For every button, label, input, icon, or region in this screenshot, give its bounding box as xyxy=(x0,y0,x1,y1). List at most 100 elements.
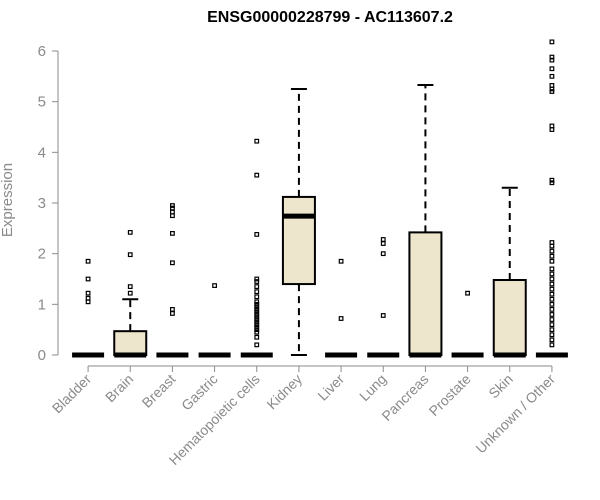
outlier-point xyxy=(549,253,555,259)
outlier-point xyxy=(170,260,175,266)
outlier-point xyxy=(170,209,175,215)
outlier-point xyxy=(170,205,175,211)
y-tick-label: 2 xyxy=(38,246,46,263)
outlier-point xyxy=(254,322,260,327)
outlier-point xyxy=(254,276,260,282)
outlier-point xyxy=(549,39,555,45)
outlier-point xyxy=(338,316,344,321)
outlier-point xyxy=(549,180,555,186)
outlier-point xyxy=(254,317,260,322)
outlier-point xyxy=(549,276,555,282)
outlier-point xyxy=(549,177,555,183)
outlier-point xyxy=(549,258,555,264)
outlier-point xyxy=(549,240,555,245)
outlier-point xyxy=(254,138,260,144)
outlier-point xyxy=(170,307,175,312)
outlier-point xyxy=(549,291,555,297)
outlier-point xyxy=(254,299,260,305)
box-body xyxy=(113,330,148,357)
outlier-point xyxy=(170,203,175,208)
outlier-point xyxy=(254,324,260,330)
x-tick-label: Kidney xyxy=(263,371,305,413)
outlier-point xyxy=(549,281,555,287)
outlier-point xyxy=(549,342,555,348)
x-tick-label: Lung xyxy=(356,371,389,404)
box-body xyxy=(408,231,443,357)
outlier-point xyxy=(254,279,260,284)
outlier-point xyxy=(85,290,91,296)
outlier-point xyxy=(549,73,555,79)
outlier-point xyxy=(254,301,260,307)
outlier-point xyxy=(254,172,260,178)
box-body xyxy=(281,195,316,286)
outlier-point xyxy=(254,342,260,348)
outlier-point xyxy=(549,312,555,317)
outlier-point xyxy=(549,123,555,129)
outlier-point xyxy=(212,283,217,288)
outlier-point xyxy=(254,312,260,317)
y-tick-label: 6 xyxy=(38,43,46,60)
outlier-point xyxy=(85,295,91,301)
x-tick-label: Bladder xyxy=(49,371,95,417)
outlier-point xyxy=(549,307,555,312)
y-tick-label: 4 xyxy=(38,144,46,161)
outlier-point xyxy=(127,284,133,289)
outlier-point xyxy=(549,327,555,333)
outlier-point xyxy=(549,248,555,254)
outlier-point xyxy=(549,271,555,277)
y-axis-label: Expression xyxy=(0,163,16,237)
outlier-point xyxy=(254,284,260,289)
outlier-point xyxy=(127,229,133,235)
outlier-point xyxy=(549,286,555,292)
outlier-point xyxy=(380,251,386,257)
outlier-point xyxy=(254,232,260,237)
outlier-point xyxy=(549,54,555,60)
y-tick-label: 1 xyxy=(38,296,46,313)
outlier-point xyxy=(170,231,175,236)
x-tick-label: Liver xyxy=(314,371,347,404)
outlier-point xyxy=(380,313,386,318)
outlier-point xyxy=(549,66,555,72)
x-tick-label: Breast xyxy=(139,371,179,411)
outlier-point xyxy=(254,289,260,295)
outlier-point xyxy=(254,309,260,315)
box-body xyxy=(492,279,527,356)
outlier-point xyxy=(170,311,175,316)
x-tick-label: Unknown / Other xyxy=(472,371,558,457)
outlier-point xyxy=(254,307,260,312)
outlier-point xyxy=(254,319,260,325)
y-tick-label: 3 xyxy=(38,195,46,212)
outlier-point xyxy=(549,322,555,327)
x-tick-label: Skin xyxy=(485,371,516,402)
outlier-point xyxy=(549,337,555,343)
outlier-point xyxy=(465,290,470,296)
outlier-point xyxy=(549,332,555,338)
outlier-point xyxy=(380,241,386,246)
outlier-point xyxy=(549,317,555,322)
outlier-point xyxy=(549,266,555,272)
outlier-point xyxy=(338,258,344,264)
outlier-point xyxy=(254,329,260,335)
outlier-point xyxy=(380,237,386,242)
outlier-point xyxy=(85,258,91,264)
outlier-point xyxy=(85,276,91,282)
chart-title: ENSG00000228799 - AC113607.2 xyxy=(207,9,453,26)
x-tick-label: Brain xyxy=(102,371,136,405)
y-tick-label: 0 xyxy=(38,347,46,364)
outlier-point xyxy=(549,296,555,302)
x-tick-label: Pancreas xyxy=(378,371,431,424)
outlier-point xyxy=(127,252,133,258)
outlier-point xyxy=(254,314,260,320)
outlier-point xyxy=(549,89,555,94)
outlier-point xyxy=(549,301,555,307)
outlier-point xyxy=(549,83,555,88)
outlier-point xyxy=(254,304,260,310)
x-tick-label: Prostate xyxy=(426,371,474,419)
outlier-point xyxy=(254,334,260,340)
outlier-point xyxy=(127,290,133,296)
outlier-point xyxy=(254,294,260,300)
outlier-point xyxy=(254,327,260,333)
y-tick-label: 5 xyxy=(38,94,46,111)
